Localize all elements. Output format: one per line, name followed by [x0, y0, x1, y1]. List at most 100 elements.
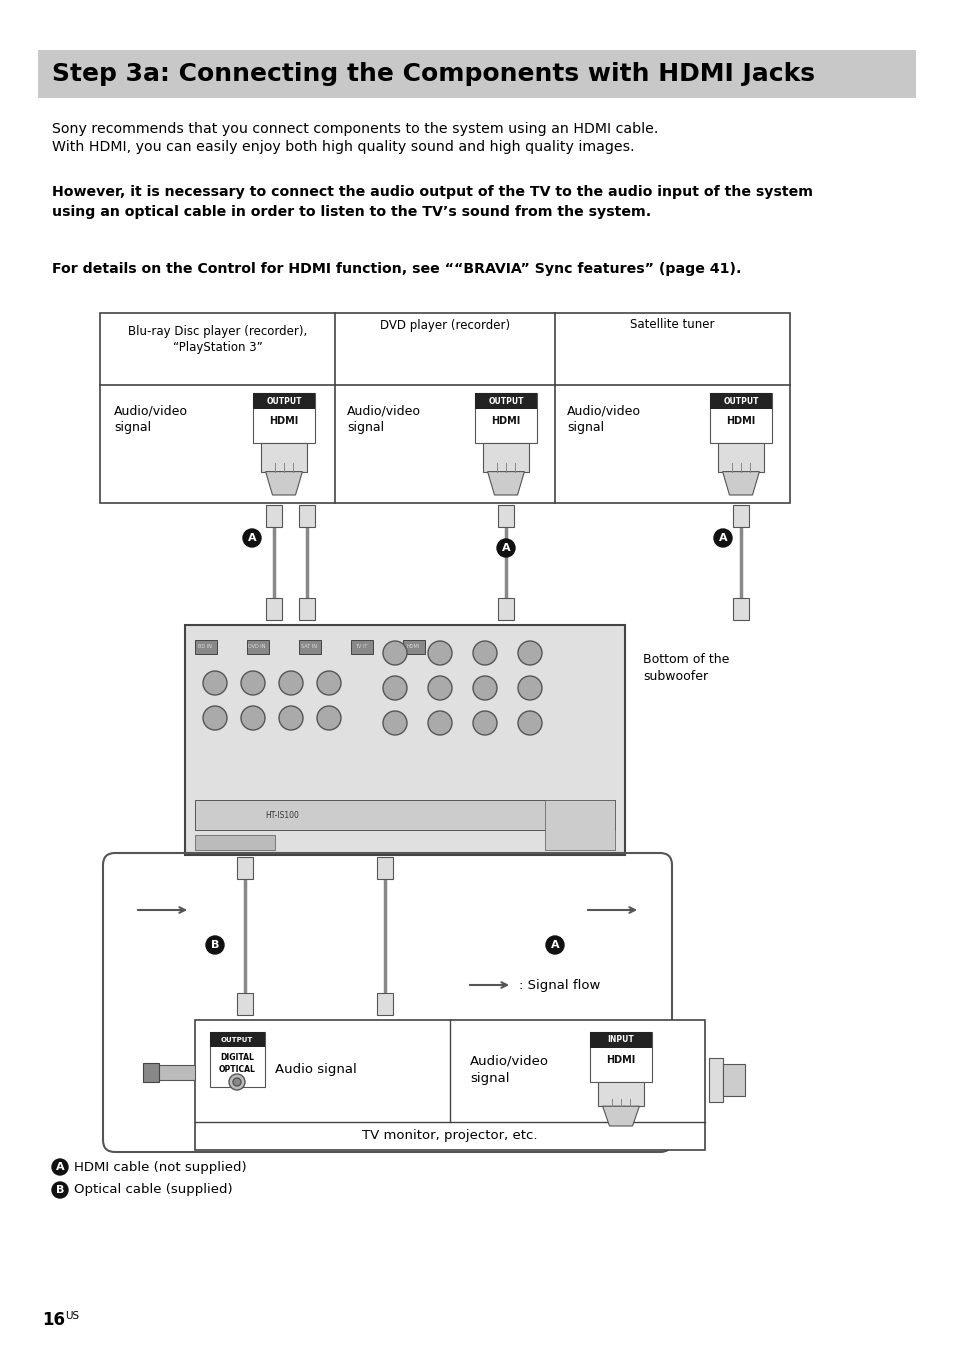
Text: Audio signal: Audio signal: [274, 1064, 356, 1076]
Text: HDMI: HDMI: [725, 416, 755, 426]
Polygon shape: [602, 1106, 639, 1126]
Text: DIGITAL: DIGITAL: [220, 1052, 253, 1061]
Circle shape: [382, 676, 407, 700]
Bar: [722, 1064, 744, 1096]
Circle shape: [52, 1159, 68, 1175]
Text: OUTPUT: OUTPUT: [722, 396, 758, 406]
Text: Optical cable (supplied): Optical cable (supplied): [74, 1183, 233, 1197]
Bar: [732, 598, 748, 621]
Bar: [482, 443, 529, 472]
Circle shape: [545, 936, 563, 955]
Circle shape: [316, 671, 340, 695]
Text: Bottom of the
subwoofer: Bottom of the subwoofer: [642, 653, 729, 684]
Text: A: A: [501, 544, 510, 553]
Circle shape: [316, 706, 340, 730]
Text: DVD IN: DVD IN: [248, 645, 266, 649]
Text: HDMI: HDMI: [406, 645, 419, 649]
Circle shape: [229, 1073, 245, 1090]
Circle shape: [497, 539, 515, 557]
Bar: [376, 857, 393, 879]
Text: TV IT: TV IT: [355, 645, 367, 649]
Text: HT-IS100: HT-IS100: [265, 810, 298, 819]
Text: Satellite tuner: Satellite tuner: [630, 319, 714, 331]
Bar: [351, 639, 373, 654]
Bar: [185, 625, 624, 854]
Circle shape: [517, 676, 541, 700]
Bar: [143, 1063, 159, 1082]
Bar: [732, 506, 748, 527]
Text: HDMI: HDMI: [491, 416, 520, 426]
Bar: [589, 1032, 651, 1082]
Bar: [475, 393, 537, 443]
Text: Blu-ray Disc player (recorder),: Blu-ray Disc player (recorder),: [128, 324, 307, 338]
Circle shape: [473, 676, 497, 700]
Circle shape: [428, 676, 452, 700]
Bar: [266, 598, 282, 621]
Circle shape: [233, 1078, 241, 1086]
Bar: [38, 50, 915, 97]
Circle shape: [52, 1182, 68, 1198]
Text: HDMI: HDMI: [269, 416, 298, 426]
Bar: [497, 598, 514, 621]
Bar: [589, 1032, 651, 1048]
Text: Audio/video
signal: Audio/video signal: [113, 406, 188, 434]
Text: OUTPUT: OUTPUT: [220, 1037, 253, 1042]
Bar: [253, 393, 314, 443]
Bar: [298, 598, 314, 621]
Bar: [194, 639, 216, 654]
Text: TV monitor, projector, etc.: TV monitor, projector, etc.: [362, 1129, 537, 1142]
Text: A: A: [55, 1161, 64, 1172]
Bar: [402, 639, 424, 654]
Text: However, it is necessary to connect the audio output of the TV to the audio inpu: However, it is necessary to connect the …: [52, 185, 812, 219]
Text: For details on the Control for HDMI function, see ““BRAVIA” Sync features” (page: For details on the Control for HDMI func…: [52, 262, 740, 276]
Bar: [376, 992, 393, 1015]
Bar: [475, 393, 537, 410]
Text: Step 3a: Connecting the Components with HDMI Jacks: Step 3a: Connecting the Components with …: [52, 62, 814, 87]
Polygon shape: [487, 472, 524, 495]
Bar: [298, 506, 314, 527]
Circle shape: [382, 711, 407, 735]
Text: A: A: [248, 533, 256, 544]
Bar: [210, 1032, 265, 1046]
Circle shape: [473, 641, 497, 665]
Text: With HDMI, you can easily enjoy both high quality sound and high quality images.: With HDMI, you can easily enjoy both hig…: [52, 141, 634, 154]
Bar: [708, 1059, 722, 1102]
Bar: [709, 393, 771, 410]
Bar: [718, 443, 763, 472]
Circle shape: [206, 936, 224, 955]
Circle shape: [473, 711, 497, 735]
Text: US: US: [65, 1311, 79, 1321]
Circle shape: [203, 706, 227, 730]
Text: OUTPUT: OUTPUT: [488, 396, 523, 406]
Bar: [598, 1082, 643, 1106]
Circle shape: [243, 529, 261, 548]
Text: HDMI cable (not supplied): HDMI cable (not supplied): [74, 1160, 247, 1174]
Text: A: A: [550, 940, 558, 950]
Text: B: B: [56, 1184, 64, 1195]
Bar: [298, 639, 320, 654]
Bar: [157, 1065, 194, 1080]
Text: Audio/video
signal: Audio/video signal: [347, 406, 420, 434]
Text: HDMI: HDMI: [606, 1055, 635, 1065]
Bar: [236, 992, 253, 1015]
Bar: [709, 393, 771, 443]
Text: INPUT: INPUT: [607, 1036, 634, 1045]
Bar: [194, 836, 274, 850]
Text: A: A: [718, 533, 726, 544]
Circle shape: [203, 671, 227, 695]
Text: DVD player (recorder): DVD player (recorder): [379, 319, 510, 331]
Text: “PlayStation 3”: “PlayStation 3”: [172, 341, 262, 354]
Text: OPTICAL: OPTICAL: [218, 1064, 255, 1073]
Circle shape: [241, 706, 265, 730]
Bar: [194, 1019, 704, 1151]
Text: BD IN: BD IN: [198, 645, 212, 649]
Circle shape: [278, 671, 303, 695]
Bar: [236, 857, 253, 879]
Text: Sony recommends that you connect components to the system using an HDMI cable.: Sony recommends that you connect compone…: [52, 122, 658, 137]
Circle shape: [241, 671, 265, 695]
Bar: [247, 639, 269, 654]
Bar: [261, 443, 307, 472]
Bar: [266, 506, 282, 527]
Circle shape: [428, 641, 452, 665]
Text: B: B: [211, 940, 219, 950]
